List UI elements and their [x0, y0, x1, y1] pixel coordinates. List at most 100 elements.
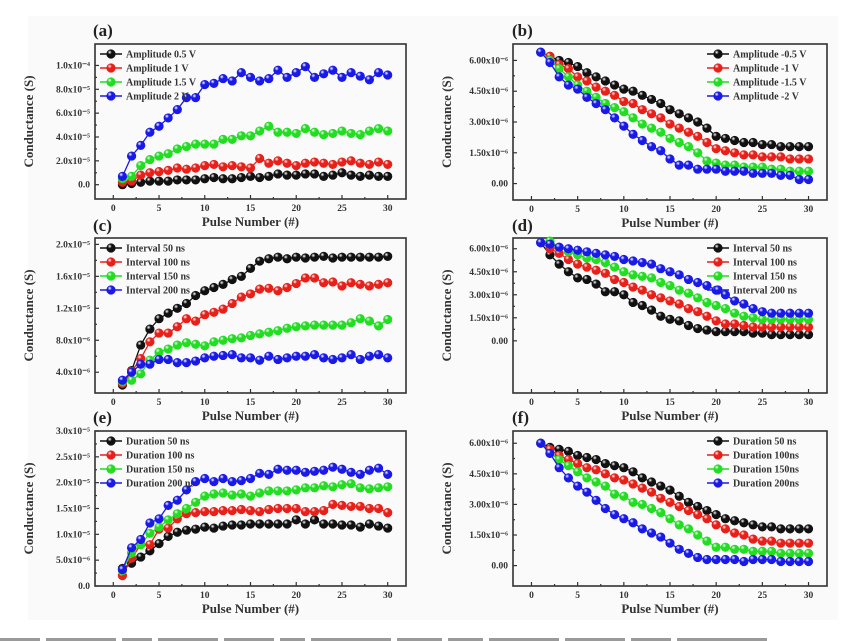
y-tick-label: 1.2x10⁻⁵	[56, 304, 90, 314]
data-point	[337, 353, 347, 363]
y-axis-label: Conductance (S)	[439, 462, 454, 554]
legend-label: Interval 150 ns	[733, 272, 797, 283]
data-point	[255, 355, 265, 365]
series-duration-150-ns	[117, 479, 393, 576]
x-tick-label: 10	[200, 204, 210, 214]
y-tick-label: 3.00x10⁻⁶	[469, 500, 508, 510]
data-point	[227, 161, 237, 171]
data-point	[637, 483, 647, 493]
data-point	[172, 175, 182, 185]
data-point	[209, 351, 219, 361]
data-point	[218, 174, 228, 184]
data-point	[181, 485, 192, 495]
data-point	[209, 172, 219, 183]
data-point	[346, 350, 356, 360]
data-point	[245, 163, 256, 173]
data-point	[757, 536, 767, 546]
data-point	[264, 158, 274, 168]
data-point	[145, 168, 155, 178]
data-point	[794, 142, 804, 152]
data-point	[776, 322, 786, 332]
legend-entry: Duration 50 ns	[707, 436, 796, 448]
data-point	[693, 307, 703, 317]
data-point	[154, 514, 164, 524]
data-point	[573, 259, 583, 269]
x-tick-label: 20	[711, 205, 721, 215]
legend-entry: Duration 200ns	[707, 478, 799, 490]
data-point	[346, 170, 356, 180]
data-point	[309, 466, 320, 476]
data-point	[282, 282, 292, 293]
data-point	[757, 139, 767, 150]
data-point	[218, 350, 228, 361]
data-point	[191, 524, 201, 534]
data-point	[600, 86, 610, 96]
data-point	[309, 507, 320, 517]
data-point	[656, 507, 666, 518]
data-point	[163, 113, 173, 123]
data-point	[236, 489, 246, 499]
data-point	[656, 146, 666, 156]
data-point	[245, 72, 256, 82]
data-point	[309, 273, 320, 283]
legend-entry: Amplitude 1 V	[100, 63, 189, 75]
legend-marker	[106, 450, 116, 460]
data-point	[191, 477, 201, 487]
data-point	[245, 263, 256, 273]
data-point	[739, 320, 749, 331]
data-point	[319, 251, 329, 261]
data-point	[646, 477, 657, 487]
data-point	[720, 146, 731, 156]
data-point	[383, 251, 393, 261]
data-point	[319, 505, 329, 516]
y-tick-label: 8.0x10⁻⁵	[56, 85, 90, 95]
data-point	[591, 98, 601, 109]
data-point	[191, 339, 201, 349]
data-point	[573, 84, 583, 94]
data-point	[236, 292, 246, 302]
x-tick-label: 20	[291, 204, 301, 214]
data-point	[693, 148, 703, 158]
data-point	[136, 369, 146, 379]
panel-c: (c) 0 5 10 15 20 25 30 4.0x10⁻⁶ 8.0x10⁻⁶ 1.2x10⁻⁵ 1…	[21, 216, 407, 423]
data-point	[319, 158, 329, 168]
data-point	[803, 174, 814, 185]
data-point	[619, 514, 629, 524]
data-point	[383, 523, 393, 533]
data-point	[573, 450, 583, 461]
y-tick-label: 3.00x10⁻⁶	[469, 291, 508, 301]
data-point	[656, 127, 666, 137]
data-point	[609, 103, 620, 113]
data-point	[154, 328, 164, 338]
data-point	[683, 303, 694, 314]
data-point	[373, 279, 384, 289]
data-point	[255, 488, 265, 498]
data-point	[227, 490, 237, 500]
data-point	[693, 552, 703, 563]
data-point	[628, 467, 638, 477]
legend-marker	[106, 91, 116, 101]
data-point	[563, 446, 574, 456]
data-point	[794, 308, 804, 318]
data-point	[803, 330, 814, 340]
data-point	[264, 469, 274, 480]
data-point	[291, 128, 301, 139]
data-point	[373, 252, 384, 262]
data-point	[554, 242, 564, 252]
legend-marker	[713, 91, 723, 101]
data-point	[600, 287, 610, 297]
data-point	[309, 320, 320, 330]
data-point	[757, 322, 767, 332]
data-point	[536, 47, 546, 57]
data-point	[364, 252, 375, 262]
data-point	[383, 353, 393, 363]
data-point	[255, 284, 265, 294]
data-point	[674, 316, 684, 326]
data-point	[209, 523, 219, 533]
data-point	[674, 501, 684, 512]
data-point	[355, 252, 365, 262]
data-point	[264, 519, 274, 529]
data-point	[255, 329, 265, 339]
x-tick-label: 0	[111, 398, 116, 408]
data-point	[145, 337, 155, 347]
